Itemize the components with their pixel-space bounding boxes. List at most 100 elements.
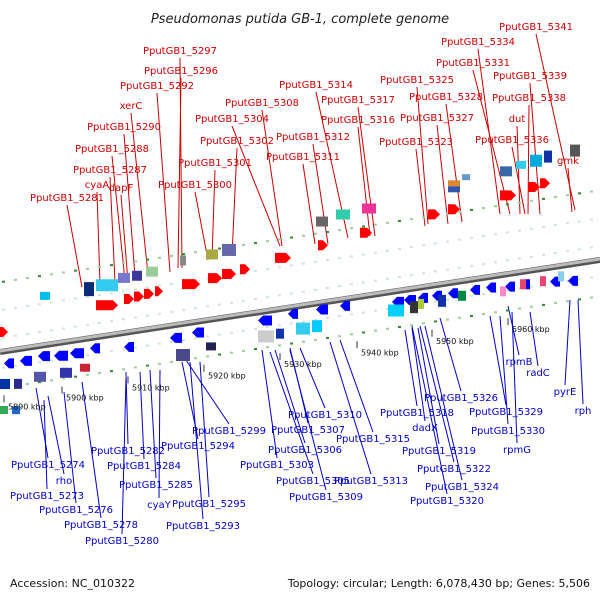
reverse-connector-line xyxy=(189,361,204,520)
forward-connector-line xyxy=(567,167,573,213)
forward-gene-label: PputGB1_5281 xyxy=(30,193,104,204)
forward-gene-label: PputGB1_5336 xyxy=(475,135,549,146)
track-dot xyxy=(290,322,293,325)
gene-domain-box xyxy=(118,272,130,283)
track-dot xyxy=(14,278,17,281)
forward-connector-line xyxy=(357,126,371,237)
gene-features xyxy=(0,144,580,415)
forward-gene-arrow xyxy=(155,286,163,297)
track-dot xyxy=(302,290,305,293)
track-dot xyxy=(374,223,377,226)
track-dot xyxy=(566,222,569,225)
forward-gene-label: PputGB1_5288 xyxy=(75,144,149,155)
forward-gene-label: PputGB1_5297 xyxy=(143,46,217,57)
reverse-connector-line xyxy=(185,359,230,425)
forward-connector-line xyxy=(194,191,209,261)
reverse-gene-arrow xyxy=(568,275,578,286)
track-dot xyxy=(38,331,41,334)
forward-gene-arrow xyxy=(428,209,440,220)
track-dot xyxy=(50,273,53,276)
track-dot xyxy=(254,242,257,245)
reverse-gene-label: PputGB1_5285 xyxy=(119,480,193,491)
reverse-gene-label: PputGB1_5324 xyxy=(425,482,499,493)
track-dot xyxy=(122,290,125,293)
track-dot xyxy=(446,318,449,321)
gene-domain-box xyxy=(458,290,466,301)
track-dot xyxy=(218,353,221,356)
reverse-gene-label: radC xyxy=(526,368,550,379)
track-dot xyxy=(386,249,389,252)
forward-connector-line xyxy=(111,155,126,281)
reverse-connector-line xyxy=(43,399,48,490)
track-dot xyxy=(86,295,89,298)
track-dot xyxy=(230,331,233,334)
reverse-gene-label: PputGB1_5318 xyxy=(380,408,454,419)
gene-domain-box xyxy=(206,249,218,260)
track-dot xyxy=(170,340,173,343)
reverse-connector-line xyxy=(199,361,210,498)
reverse-gene-label: PputGB1_5293 xyxy=(166,521,240,532)
track-dot xyxy=(590,276,593,279)
forward-gene-label: PputGB1_5339 xyxy=(493,71,567,82)
track-dot xyxy=(398,275,401,278)
track-dot xyxy=(566,280,569,283)
track-dot xyxy=(266,240,269,243)
track-dot xyxy=(398,219,401,222)
forward-connector-line xyxy=(445,103,463,223)
track-dot xyxy=(434,320,437,323)
track-dot xyxy=(182,309,185,312)
reverse-connector-line xyxy=(564,299,571,386)
reverse-connector-line xyxy=(329,341,372,475)
reverse-gene-label: PputGB1_5280 xyxy=(85,536,159,547)
track-dot xyxy=(542,253,545,256)
track-dot xyxy=(242,243,245,246)
track-dot xyxy=(62,271,65,274)
reverse-gene-arrow xyxy=(170,332,182,343)
track-dot xyxy=(206,277,209,280)
track-dot xyxy=(398,325,401,328)
reverse-connector-lines xyxy=(35,299,584,535)
track-dot xyxy=(422,272,425,275)
forward-gene-label: PputGB1_5300 xyxy=(158,180,232,191)
track-dot xyxy=(530,199,533,202)
forward-gene-label: PputGB1_5302 xyxy=(200,136,274,147)
track-dot xyxy=(158,342,161,345)
track-dot xyxy=(470,294,473,297)
reverse-gene-label: rho xyxy=(56,476,72,487)
gene-domain-box xyxy=(530,154,542,167)
gene-domain-box xyxy=(520,279,526,290)
reverse-connector-line xyxy=(439,317,462,392)
track-dot xyxy=(578,220,581,223)
reverse-connector-line xyxy=(149,369,157,479)
forward-gene-arrow xyxy=(134,291,144,302)
track-dot xyxy=(158,362,161,365)
track-dot xyxy=(314,232,317,235)
track-dot xyxy=(170,360,173,363)
track-dot xyxy=(350,283,353,286)
forward-gene-label: dapF xyxy=(109,183,134,194)
track-dot xyxy=(434,270,437,273)
track-dot xyxy=(146,286,149,289)
gene-domain-box xyxy=(276,328,284,339)
track-dot xyxy=(146,364,149,367)
forward-gene-label: PputGB1_5334 xyxy=(441,37,515,48)
forward-connector-line xyxy=(109,176,116,283)
track-dot xyxy=(2,336,5,339)
reverse-connector-line xyxy=(339,339,374,433)
reverse-gene-label: pyrE xyxy=(554,387,577,398)
reverse-connector-line xyxy=(577,299,584,405)
track-dot xyxy=(518,229,521,232)
track-dot xyxy=(98,371,101,374)
track-dot xyxy=(134,346,137,349)
gene-domain-box xyxy=(34,371,46,382)
track-dot xyxy=(482,313,485,316)
track-dot xyxy=(110,350,113,353)
reverse-gene-label: PputGB1_5282 xyxy=(91,446,165,457)
track-dot xyxy=(110,264,113,267)
reverse-connector-line xyxy=(35,387,49,459)
forward-gene-arrow xyxy=(208,273,222,284)
track-dot xyxy=(14,334,17,337)
forward-gene-label: dut xyxy=(509,114,526,125)
track-dot xyxy=(266,326,269,329)
track-dot xyxy=(506,231,509,234)
